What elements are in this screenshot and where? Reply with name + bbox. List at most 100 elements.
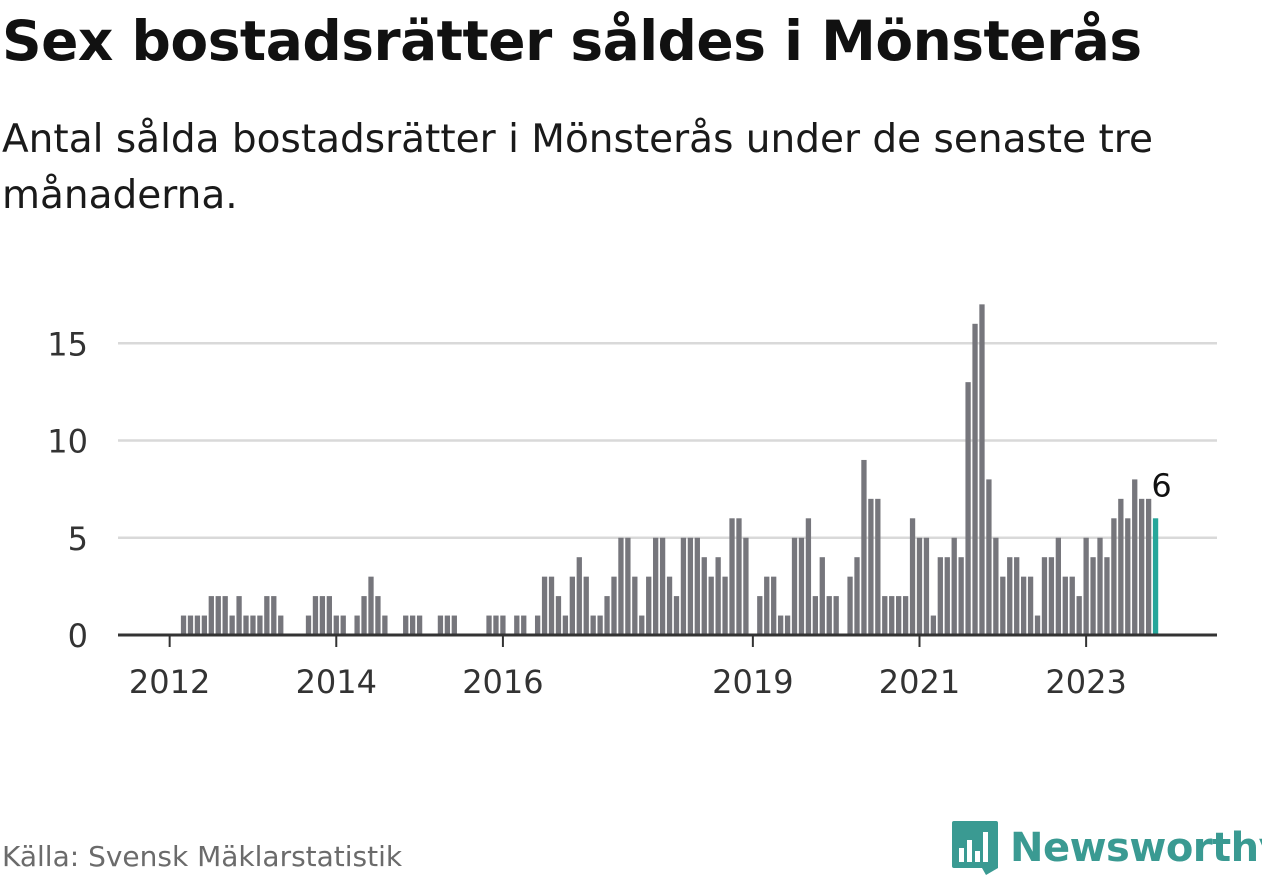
bar [618, 537, 624, 635]
y-tick-label: 15 [47, 325, 88, 363]
bar [278, 615, 284, 635]
bar [555, 596, 562, 635]
bar [958, 557, 964, 635]
bar [500, 615, 506, 635]
x-tick-label: 2021 [879, 663, 960, 701]
bar [653, 537, 659, 635]
data-label: 6 [1151, 466, 1171, 504]
bar [854, 557, 860, 635]
bar [1048, 557, 1055, 635]
bar [659, 537, 666, 635]
bar [743, 537, 749, 635]
bar [972, 323, 978, 635]
bar [889, 596, 895, 635]
axes: 0 5 10 15 2012 2014 2016 2019 2021 2023 6 [47, 325, 1217, 701]
bar [757, 596, 763, 635]
bar [715, 557, 721, 635]
bar [1041, 557, 1048, 635]
bar [361, 596, 367, 635]
bar [264, 596, 270, 635]
bars [180, 304, 1159, 635]
bar [1118, 498, 1124, 635]
bar [1083, 537, 1089, 635]
bar [722, 576, 728, 635]
bar [1132, 479, 1138, 635]
bar [1014, 557, 1020, 635]
bar [187, 615, 194, 635]
bar [937, 557, 943, 635]
bar [604, 596, 610, 635]
bar [201, 615, 208, 635]
bar [847, 576, 853, 635]
bar [694, 537, 700, 635]
bar [180, 615, 187, 635]
x-tick-label: 2016 [462, 663, 543, 701]
bar [819, 557, 825, 635]
y-tick-label: 10 [47, 423, 88, 461]
bar [771, 576, 777, 635]
bar [861, 459, 867, 635]
bar [326, 596, 332, 635]
bar [1139, 498, 1145, 635]
bar [625, 537, 631, 635]
bar [812, 596, 818, 635]
grid-lines [118, 342, 1217, 539]
bar [493, 615, 499, 635]
bar [632, 576, 638, 635]
bar [257, 615, 263, 635]
bar [437, 615, 444, 635]
bar [639, 615, 645, 635]
chart-subtitle: Antal sålda bostadsrätter i Mönsterås un… [2, 117, 1153, 218]
bar [194, 615, 201, 635]
bar [833, 596, 839, 635]
bar [930, 615, 937, 635]
bar [250, 615, 256, 635]
bar [410, 615, 416, 635]
bar [951, 537, 957, 635]
bar [1125, 518, 1131, 635]
x-tick-label: 2014 [296, 663, 377, 701]
bar-chart: 0 5 10 15 2012 2014 2016 2019 2021 2023 6 [47, 304, 1217, 701]
bar [416, 615, 423, 635]
bar [569, 576, 575, 635]
bar [986, 479, 992, 635]
bar [868, 498, 874, 635]
bar [902, 596, 909, 635]
bar [1145, 498, 1152, 635]
bar-chart-logo-icon [952, 821, 998, 875]
bar [896, 596, 902, 635]
bar [319, 596, 326, 635]
bar [243, 615, 249, 635]
bar [1097, 537, 1103, 635]
bar [646, 576, 652, 635]
bar [486, 615, 492, 635]
bar [701, 557, 707, 635]
bar [271, 596, 277, 635]
bar [514, 615, 520, 635]
bar [597, 615, 603, 635]
brand-name: Newsworthy [1010, 825, 1262, 871]
bar [965, 382, 971, 635]
x-tick-label: 2019 [712, 663, 793, 701]
bar [222, 596, 228, 635]
bar [1152, 518, 1159, 635]
bar [882, 596, 888, 635]
bar [521, 615, 527, 635]
chart-title: Sex bostadsrätter såldes i Mönsterås [2, 9, 1142, 73]
bar [576, 557, 582, 635]
x-tick-label: 2012 [129, 663, 210, 701]
bar [541, 576, 548, 635]
bar [1111, 518, 1117, 635]
bar [666, 576, 673, 635]
bar [1000, 576, 1006, 635]
bar [979, 304, 985, 635]
bar [826, 596, 832, 635]
bar [736, 518, 742, 635]
bar [1062, 576, 1068, 635]
bar [548, 576, 555, 635]
source-note: Källa: Svensk Mäklarstatistik [2, 840, 403, 873]
bar [611, 576, 617, 635]
bar [403, 615, 409, 635]
bar [590, 615, 596, 635]
bar [909, 518, 916, 635]
